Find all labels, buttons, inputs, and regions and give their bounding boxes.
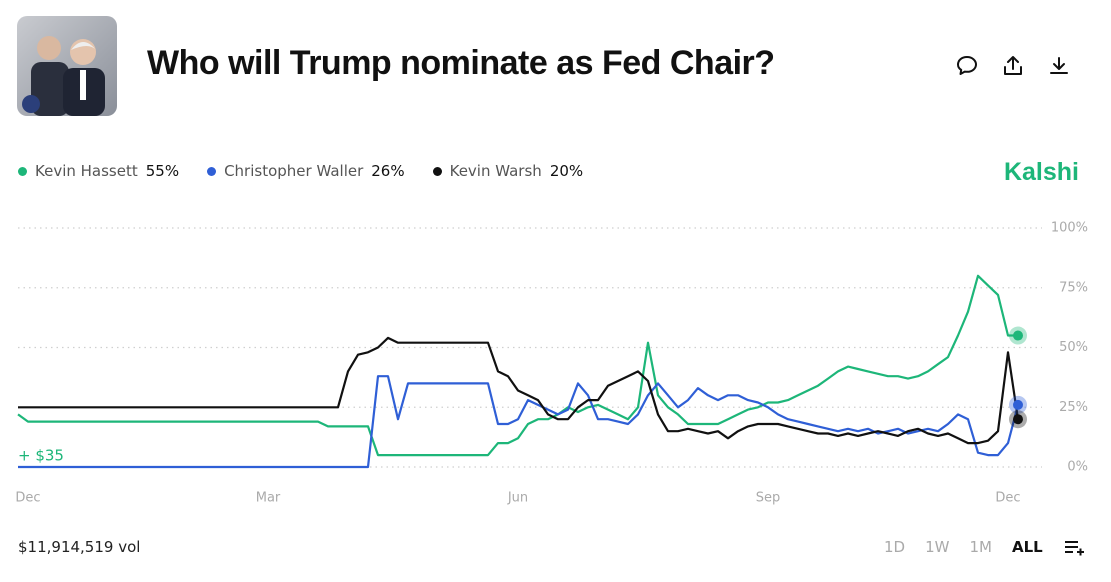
legend-label: Christopher Waller [224, 162, 364, 180]
legend: Kevin Hassett 55% Christopher Waller 26% Kev… [18, 162, 583, 180]
market-image [17, 16, 117, 116]
range-button[interactable]: 1D [884, 538, 906, 556]
chart-settings-icon[interactable] [1063, 538, 1085, 556]
x-tick-label: Dec [995, 491, 1020, 506]
actions [955, 54, 1071, 78]
legend-label: Kevin Hassett [35, 162, 138, 180]
x-tick-label: Dec [15, 491, 40, 506]
legend-swatch [432, 166, 442, 176]
x-tick-label: Mar [256, 491, 281, 506]
series-line [17, 274, 1018, 457]
range-selector: 1D 1W 1M ALL [884, 538, 1085, 556]
share-icon[interactable] [1001, 54, 1025, 78]
legend-item: Christopher Waller 26% [207, 162, 405, 180]
legend-label: Kevin Warsh [449, 162, 542, 180]
y-tick-label: 75% [1059, 280, 1088, 295]
legend-item: Kevin Warsh 20% [432, 162, 584, 180]
end-dot [1013, 399, 1023, 410]
range-button[interactable]: ALL [1011, 538, 1043, 556]
end-dot [1013, 414, 1023, 425]
y-tick-label: 25% [1059, 400, 1088, 415]
x-tick-label: Jun [507, 491, 528, 506]
series-line [18, 336, 1020, 445]
chart: 0% 25% 50% 75% 100% Dec Mar Jun Sep Dec + $35 [15, 221, 1088, 506]
annotation: + $35 [18, 447, 64, 465]
y-tick-label: 50% [1059, 340, 1088, 355]
download-icon[interactable] [1047, 54, 1071, 78]
legend-value: 20% [549, 162, 584, 180]
y-tick-label: 100% [1051, 221, 1088, 236]
range-button[interactable]: 1W [925, 538, 950, 556]
market-image-art [17, 16, 117, 116]
end-dot [1013, 330, 1023, 341]
title: Who will Trump nominate as Fed Chair? [147, 44, 775, 82]
volume: $11,914,519 vol [18, 538, 141, 556]
brand-logo[interactable]: Kalshi [1003, 158, 1079, 186]
legend-value: 26% [371, 162, 405, 180]
comment-icon[interactable] [955, 54, 979, 78]
x-tick-label: Sep [756, 491, 781, 506]
series-line [18, 375, 1020, 469]
legend-swatch [18, 166, 27, 176]
legend-item: Kevin Hassett 55% [18, 162, 179, 180]
range-button[interactable]: 1M [969, 538, 992, 556]
legend-value: 55% [145, 162, 180, 180]
legend-swatch [207, 166, 217, 176]
y-tick-label: 0% [1067, 460, 1088, 475]
